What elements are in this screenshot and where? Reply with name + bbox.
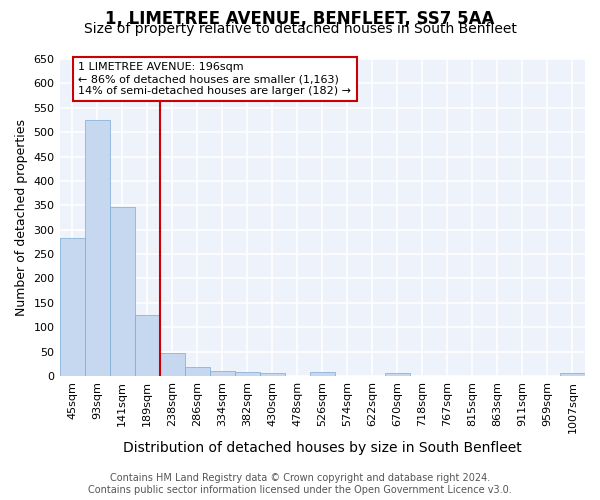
- Text: Contains HM Land Registry data © Crown copyright and database right 2024.
Contai: Contains HM Land Registry data © Crown c…: [88, 474, 512, 495]
- Bar: [260, 374, 285, 376]
- Bar: [385, 374, 410, 376]
- Text: 1 LIMETREE AVENUE: 196sqm
← 86% of detached houses are smaller (1,163)
14% of se: 1 LIMETREE AVENUE: 196sqm ← 86% of detac…: [79, 62, 352, 96]
- Bar: [209, 371, 235, 376]
- Text: 1, LIMETREE AVENUE, BENFLEET, SS7 5AA: 1, LIMETREE AVENUE, BENFLEET, SS7 5AA: [106, 10, 494, 28]
- Bar: [310, 372, 335, 376]
- Bar: [560, 374, 585, 376]
- Bar: [59, 238, 85, 376]
- X-axis label: Distribution of detached houses by size in South Benfleet: Distribution of detached houses by size …: [123, 441, 521, 455]
- Bar: [160, 352, 185, 376]
- Bar: [134, 316, 160, 376]
- Bar: [110, 206, 134, 376]
- Bar: [185, 366, 209, 376]
- Bar: [85, 120, 110, 376]
- Bar: [235, 372, 260, 376]
- Text: Size of property relative to detached houses in South Benfleet: Size of property relative to detached ho…: [83, 22, 517, 36]
- Y-axis label: Number of detached properties: Number of detached properties: [15, 119, 28, 316]
